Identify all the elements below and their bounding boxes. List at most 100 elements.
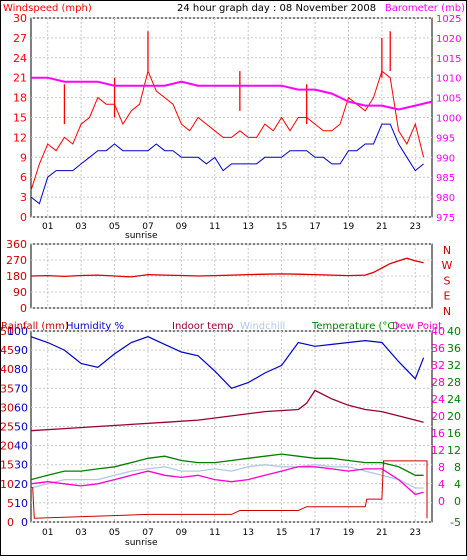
y-tick-label-dewpoint: 40 bbox=[431, 325, 445, 338]
legend-label: Dew Point bbox=[392, 321, 442, 332]
x-tick-label: 03 bbox=[75, 222, 86, 232]
y-tick-label-rain: 5 bbox=[7, 497, 14, 510]
y-tick-label-right: 980 bbox=[436, 193, 455, 204]
x-tick-label: 23 bbox=[410, 528, 421, 538]
x-tick-label: 11 bbox=[209, 528, 220, 538]
x-tick-label: 17 bbox=[309, 528, 320, 538]
y-tick-label-left: 24 bbox=[13, 52, 27, 65]
legend-label: Temperature (°C) bbox=[311, 321, 398, 332]
y-tick-label-right: 1000 bbox=[436, 114, 461, 125]
x-tick-label: 01 bbox=[42, 222, 53, 232]
compass-label: S bbox=[444, 274, 451, 287]
x-tick-label: 07 bbox=[142, 222, 153, 232]
panel-temperature-humidity: 0510152025303540455001020304050607080901… bbox=[0, 321, 461, 548]
y-tick-label-humidity: 20 bbox=[14, 478, 28, 491]
y-tick-label-humidity: 60 bbox=[14, 401, 28, 414]
y-tick-label-right: 1010 bbox=[436, 74, 461, 85]
legend-label: Windchill bbox=[240, 321, 285, 332]
x-tick-label: 03 bbox=[75, 528, 86, 538]
panel-wind-barometer: 0369121518212427309759809859909951000100… bbox=[3, 3, 465, 241]
y-tick-label-rain: 10 bbox=[0, 478, 14, 491]
x-tick-label: 01 bbox=[42, 528, 53, 538]
x-tick-label: 19 bbox=[343, 528, 355, 538]
y-tick-label-left: 180 bbox=[6, 270, 27, 283]
indoor-temp-line bbox=[30, 389, 424, 432]
y-tick-label-right: 1005 bbox=[436, 94, 461, 105]
humidity-line bbox=[30, 336, 425, 389]
y-tick-label-dewpoint: 28 bbox=[431, 376, 445, 389]
y-tick-label-temperature: 8 bbox=[454, 461, 461, 474]
y-tick-label-temperature: 4 bbox=[454, 478, 461, 491]
y-tick-label-right: 1020 bbox=[436, 34, 461, 45]
sunrise-annotation: sunrise bbox=[125, 538, 158, 548]
y-tick-label-rain: 30 bbox=[0, 401, 14, 414]
y-tick-label-left: 21 bbox=[13, 72, 27, 85]
y-tick-label-right: 985 bbox=[436, 173, 455, 184]
x-tick-label: 17 bbox=[309, 222, 320, 232]
y-tick-label-left: 0 bbox=[20, 211, 27, 224]
y-tick-label-rain: 45 bbox=[0, 344, 14, 357]
compass-label: N bbox=[443, 244, 451, 257]
y-tick-label-dewpoint: 4 bbox=[438, 478, 445, 491]
x-tick-label: 07 bbox=[142, 528, 153, 538]
y-tick-label-humidity: 80 bbox=[14, 363, 28, 376]
y-tick-label-rain: 20 bbox=[0, 440, 14, 453]
series-line bbox=[31, 76, 433, 111]
y-tick-label-left: 12 bbox=[13, 131, 27, 144]
y-tick-label-temperature: 36 bbox=[447, 342, 461, 355]
x-tick-label: 21 bbox=[376, 528, 387, 538]
series-line bbox=[30, 69, 425, 191]
y-tick-label-humidity: 30 bbox=[14, 459, 28, 472]
x-tick-label: 15 bbox=[276, 528, 287, 538]
rainfall-line bbox=[31, 460, 428, 519]
x-tick-label: 05 bbox=[109, 222, 120, 232]
y-tick-label-right: 995 bbox=[436, 133, 455, 144]
y-tick-label-temperature: 12 bbox=[447, 444, 461, 457]
windchill-line bbox=[30, 464, 424, 489]
y-tick-label-humidity: 100 bbox=[7, 325, 28, 338]
y-tick-label-left: 15 bbox=[13, 112, 27, 125]
compass-label: W bbox=[442, 259, 453, 272]
y-tick-label-dewpoint: 36 bbox=[431, 342, 445, 355]
y-tick-label-rain: 40 bbox=[0, 363, 14, 376]
y-tick-label-rain: 15 bbox=[0, 459, 14, 472]
y-tick-label-temperature: 20 bbox=[447, 410, 461, 423]
y-tick-label-temperature: 0 bbox=[454, 495, 461, 508]
y-tick-label-left: 18 bbox=[13, 92, 27, 105]
y-tick-label-left: 90 bbox=[13, 286, 27, 299]
series-line bbox=[30, 123, 424, 205]
x-tick-label: 21 bbox=[376, 222, 387, 232]
y-tick-label-right: 1025 bbox=[436, 14, 461, 25]
sunrise-annotation: sunrise bbox=[125, 231, 158, 241]
compass-label: E bbox=[444, 290, 451, 303]
y-tick-label-left: 270 bbox=[6, 254, 27, 267]
y-tick-label-left: 27 bbox=[13, 32, 27, 45]
x-tick-label: 19 bbox=[343, 222, 355, 232]
temperature-line bbox=[30, 453, 424, 481]
x-tick-label: 13 bbox=[242, 528, 253, 538]
legend-label: Indoor temp bbox=[172, 321, 233, 332]
y-tick-label-humidity: 70 bbox=[14, 382, 28, 395]
y-tick-label-left: 360 bbox=[6, 238, 27, 251]
y-axis-label-right: Barometer (mb) bbox=[385, 3, 465, 14]
y-tick-label-dewpoint: 0 bbox=[438, 495, 445, 508]
y-tick-label-temperature: 32 bbox=[447, 359, 461, 372]
x-tick-label: 23 bbox=[410, 222, 421, 232]
y-tick-label-dewpoint: 16 bbox=[431, 427, 445, 440]
y-tick-label-dewpoint: 32 bbox=[431, 359, 445, 372]
y-tick-label-left: 0 bbox=[20, 302, 27, 315]
y-tick-label-humidity: 0 bbox=[21, 516, 28, 529]
y-tick-label-temperature: 16 bbox=[447, 427, 461, 440]
x-tick-label: 09 bbox=[176, 222, 188, 232]
y-tick-label-rain: 0 bbox=[7, 516, 14, 529]
y-tick-label-dewpoint: 12 bbox=[431, 444, 445, 457]
y-tick-label-temperature: 40 bbox=[447, 325, 461, 338]
y-axis-label-humidity: Humidity % bbox=[66, 321, 124, 332]
y-tick-label-dewpoint: 20 bbox=[431, 410, 445, 423]
y-tick-label-left: 9 bbox=[20, 151, 27, 164]
compass-label: N bbox=[443, 305, 451, 318]
y-tick-label-left: 3 bbox=[20, 191, 27, 204]
y-tick-label-humidity: 90 bbox=[14, 344, 28, 357]
x-tick-label: 13 bbox=[242, 222, 253, 232]
